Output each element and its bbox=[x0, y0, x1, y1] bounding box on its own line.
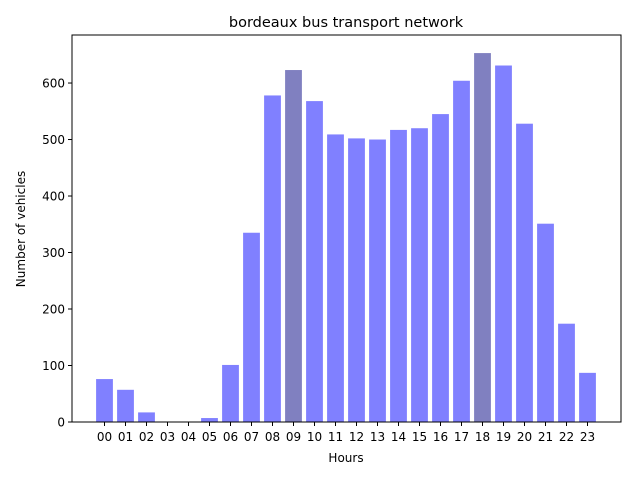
bar-19 bbox=[495, 65, 512, 422]
y-tick-label-500: 500 bbox=[42, 133, 65, 147]
x-tick-label-07: 07 bbox=[244, 430, 259, 444]
x-tick-label-02: 02 bbox=[139, 430, 154, 444]
bar-06 bbox=[222, 364, 239, 422]
x-axis-ticks: 00 01 02 03 04 05 06 07 08 09 10 11 12 13 14 15 16 17 18 19… bbox=[97, 422, 595, 444]
bar-05 bbox=[201, 418, 218, 422]
bar-18 bbox=[474, 53, 491, 422]
x-tick-label-17: 17 bbox=[454, 430, 469, 444]
bar-12 bbox=[348, 138, 365, 422]
x-tick-label-03: 03 bbox=[160, 430, 175, 444]
bar-10 bbox=[306, 101, 323, 422]
x-tick-label-13: 13 bbox=[370, 430, 385, 444]
x-axis-label: Hours bbox=[328, 451, 363, 465]
x-tick-label-22: 22 bbox=[559, 430, 574, 444]
bar-21 bbox=[537, 223, 554, 422]
y-axis-label: Number of vehicles bbox=[14, 171, 28, 287]
x-tick-label-11: 11 bbox=[328, 430, 343, 444]
chart-title: bordeaux bus transport network bbox=[229, 15, 464, 31]
bar-20 bbox=[516, 123, 533, 422]
x-tick-label-12: 12 bbox=[349, 430, 364, 444]
bar-00 bbox=[96, 379, 113, 422]
x-tick-label-05: 05 bbox=[202, 430, 217, 444]
x-tick-label-08: 08 bbox=[265, 430, 280, 444]
x-tick-label-20: 20 bbox=[517, 430, 532, 444]
bar-01 bbox=[117, 389, 134, 422]
y-tick-label-0: 0 bbox=[57, 416, 65, 430]
x-tick-label-01: 01 bbox=[118, 430, 133, 444]
y-tick-label-200: 200 bbox=[42, 303, 65, 317]
y-tick-label-300: 300 bbox=[42, 246, 65, 260]
bar-13 bbox=[369, 139, 386, 422]
y-tick-label-100: 100 bbox=[42, 359, 65, 373]
x-tick-label-19: 19 bbox=[496, 430, 511, 444]
x-tick-label-16: 16 bbox=[433, 430, 448, 444]
bar-07 bbox=[243, 232, 260, 422]
x-tick-label-15: 15 bbox=[412, 430, 427, 444]
bar-22 bbox=[558, 323, 575, 422]
y-axis-ticks: 0 100 200 300 400 500 600 bbox=[42, 77, 72, 430]
bar-17 bbox=[453, 80, 470, 422]
bars-group bbox=[96, 53, 596, 422]
x-tick-label-06: 06 bbox=[223, 430, 238, 444]
bar-16 bbox=[432, 114, 449, 422]
x-tick-label-21: 21 bbox=[538, 430, 553, 444]
x-tick-label-00: 00 bbox=[97, 430, 112, 444]
bar-09 bbox=[285, 70, 302, 422]
bar-08 bbox=[264, 95, 281, 422]
x-tick-label-23: 23 bbox=[580, 430, 595, 444]
bar-15 bbox=[411, 128, 428, 422]
x-tick-label-04: 04 bbox=[181, 430, 196, 444]
y-tick-label-600: 600 bbox=[42, 77, 65, 91]
bar-14 bbox=[390, 129, 407, 422]
x-tick-label-09: 09 bbox=[286, 430, 301, 444]
bar-11 bbox=[327, 134, 344, 422]
y-tick-label-400: 400 bbox=[42, 190, 65, 204]
plot-frame bbox=[71, 34, 622, 423]
x-tick-label-10: 10 bbox=[307, 430, 322, 444]
x-tick-label-14: 14 bbox=[391, 430, 406, 444]
x-tick-label-18: 18 bbox=[475, 430, 490, 444]
bar-02 bbox=[138, 412, 155, 422]
bar-23 bbox=[579, 372, 596, 422]
